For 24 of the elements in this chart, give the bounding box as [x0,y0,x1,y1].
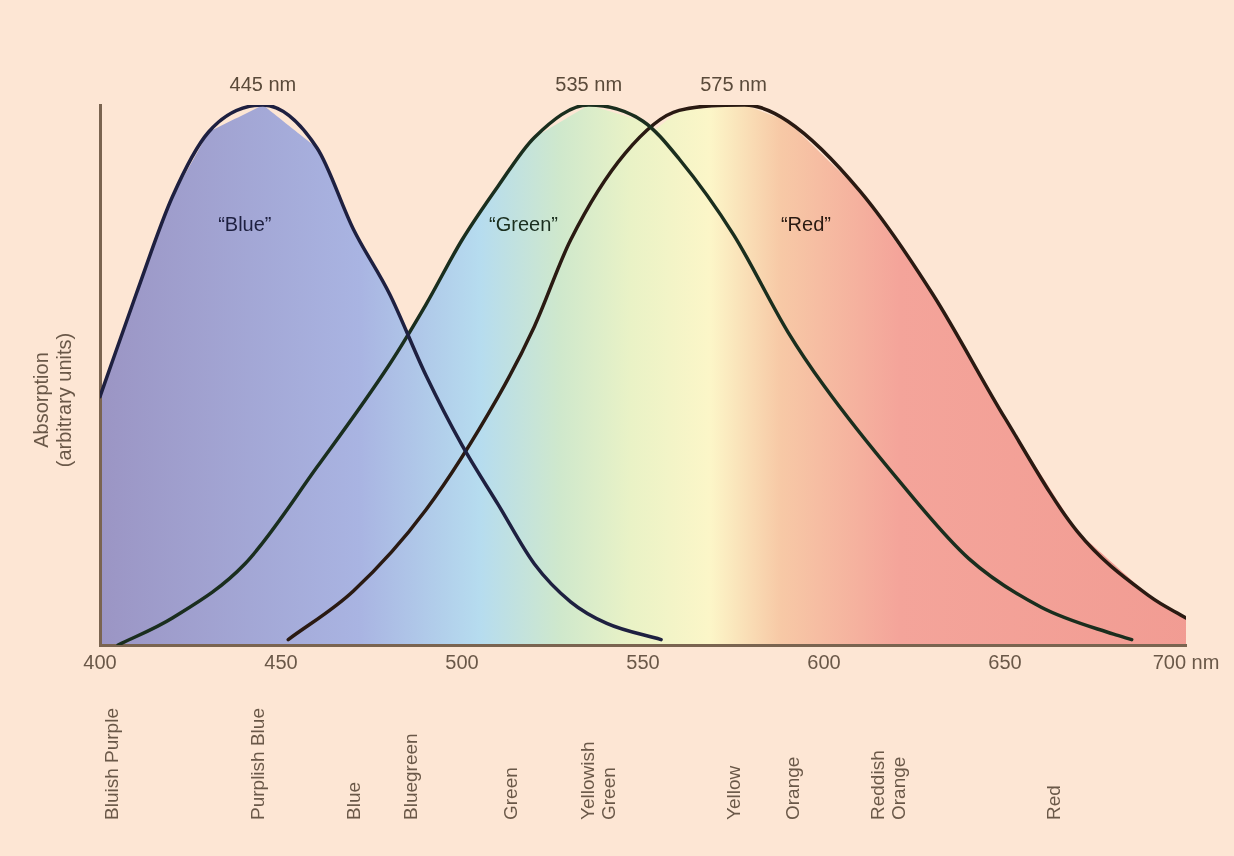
series-label: “Green” [489,212,558,235]
text: Bluish Purple [101,707,123,820]
text: Green [500,766,521,820]
text: Yellow [722,764,744,820]
annotation: 535 nm [555,72,623,95]
text: “Blue” [218,212,272,235]
x-tick-label: 450 [264,650,298,673]
text: Orange [782,755,804,820]
series-label: “Red” [780,212,831,235]
x-tick-label: 600 [807,650,841,673]
annotation: 445 nm [229,72,297,95]
x-tick-label: 400 [83,650,117,673]
x-tick-label: 500 [445,650,479,673]
x-tick-label: 700 nm [1152,650,1220,673]
text: Purplish Blue [246,707,268,820]
text: Yellowish Green [577,740,620,820]
y-axis-title: Absorption (arbitrary units) [30,331,76,470]
x-tick-label: 550 [626,650,660,673]
annotation: 575 nm [700,72,767,95]
text: Blue [342,780,364,820]
text: Red [1043,784,1064,820]
text: Bluegreen [400,732,422,820]
x-tick-label: 650 [988,650,1022,673]
text: Reddish Orange [867,749,910,820]
